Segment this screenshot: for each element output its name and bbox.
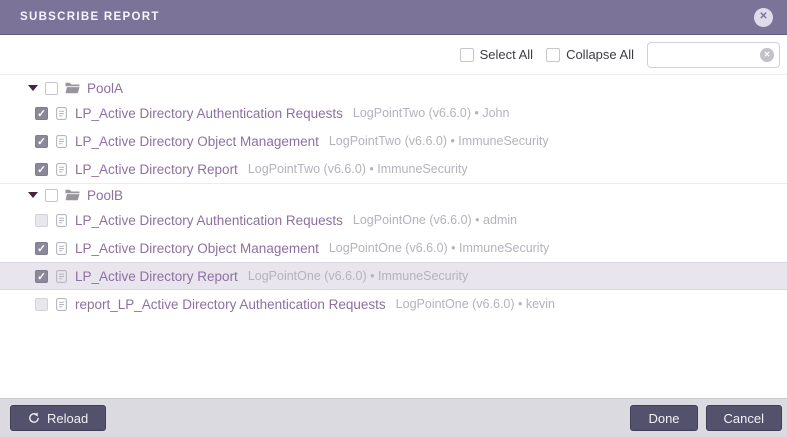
expand-caret-icon[interactable] — [28, 192, 38, 198]
report-row[interactable]: LP_Active Directory Authentication Reque… — [0, 206, 787, 234]
pool-checkbox[interactable] — [45, 188, 58, 202]
report-title: LP_Active Directory Report — [75, 161, 238, 177]
document-icon — [56, 213, 67, 227]
folder-icon — [65, 82, 80, 94]
document-icon — [56, 269, 67, 283]
report-title: LP_Active Directory Object Management — [75, 240, 319, 256]
report-meta: LogPointTwo (v6.6.0) • John — [352, 106, 510, 120]
dialog-header: SUBSCRIBE REPORT ✕ — [0, 0, 787, 35]
report-title: report_LP_Active Directory Authenticatio… — [75, 296, 386, 312]
report-title: LP_Active Directory Object Management — [75, 133, 319, 149]
collapse-all-label: Collapse All — [566, 47, 634, 62]
pool-name: PoolA — [87, 80, 124, 96]
collapse-all-checkbox[interactable] — [546, 47, 561, 62]
reload-label: Reload — [47, 410, 89, 426]
document-icon — [56, 297, 67, 311]
report-title: LP_Active Directory Authentication Reque… — [75, 105, 343, 121]
expand-caret-icon[interactable] — [28, 85, 38, 91]
document-icon — [56, 134, 67, 148]
dialog-title: SUBSCRIBE REPORT — [20, 11, 160, 23]
search-box: ✕ — [647, 41, 780, 68]
report-row[interactable]: LP_Active Directory Report LogPointOne (… — [0, 262, 787, 290]
report-meta: LogPointOne (v6.6.0) • kevin — [395, 297, 555, 311]
report-meta: LogPointOne (v6.6.0) • admin — [352, 213, 518, 227]
search-input[interactable] — [647, 41, 780, 68]
pool-row[interactable]: PoolA — [0, 77, 787, 99]
pool-checkbox[interactable] — [45, 81, 58, 95]
report-title: LP_Active Directory Authentication Reque… — [75, 212, 343, 228]
report-meta: LogPointOne (v6.6.0) • ImmuneSecurity — [247, 269, 469, 283]
report-tree: PoolA LP_Active Directory Authentication… — [0, 75, 787, 398]
select-all-checkbox[interactable] — [459, 47, 474, 62]
collapse-all-toggle[interactable]: Collapse All — [546, 47, 634, 62]
search-clear-icon[interactable]: ✕ — [760, 47, 774, 62]
pool-group: PoolB LP_Active Directory Authentication… — [0, 183, 787, 318]
report-checkbox[interactable] — [35, 134, 48, 148]
cancel-button[interactable]: Cancel — [705, 405, 782, 431]
document-icon — [56, 241, 67, 255]
report-checkbox[interactable] — [35, 241, 48, 255]
select-all-label: Select All — [479, 47, 534, 62]
select-all-toggle[interactable]: Select All — [459, 47, 534, 62]
report-row[interactable]: LP_Active Directory Object Management Lo… — [0, 234, 787, 262]
report-row[interactable]: LP_Active Directory Authentication Reque… — [0, 99, 787, 127]
report-checkbox[interactable] — [35, 213, 48, 227]
pool-name: PoolB — [87, 187, 124, 203]
folder-icon — [65, 189, 80, 201]
dialog-footer: Reload Done Cancel — [0, 398, 787, 437]
reload-button[interactable]: Reload — [10, 405, 107, 431]
close-icon: ✕ — [759, 11, 768, 22]
pool-items: LP_Active Directory Authentication Reque… — [0, 206, 787, 318]
report-meta: LogPointOne (v6.6.0) • ImmuneSecurity — [328, 241, 550, 255]
report-meta: LogPointTwo (v6.6.0) • ImmuneSecurity — [328, 134, 549, 148]
pool-group: PoolA LP_Active Directory Authentication… — [0, 77, 787, 183]
report-checkbox[interactable] — [35, 162, 48, 176]
report-checkbox[interactable] — [35, 106, 48, 120]
refresh-icon — [28, 412, 40, 424]
document-icon — [56, 106, 67, 120]
report-row[interactable]: LP_Active Directory Object Management Lo… — [0, 127, 787, 155]
report-row[interactable]: LP_Active Directory Report LogPointTwo (… — [0, 155, 787, 183]
close-button[interactable]: ✕ — [754, 7, 773, 27]
done-button[interactable]: Done — [630, 405, 698, 431]
document-icon — [56, 162, 67, 176]
report-checkbox[interactable] — [35, 297, 48, 311]
toolbar: Select All Collapse All ✕ — [0, 35, 787, 75]
report-checkbox[interactable] — [35, 269, 48, 283]
pool-row[interactable]: PoolB — [0, 184, 787, 206]
pool-items: LP_Active Directory Authentication Reque… — [0, 99, 787, 183]
report-meta: LogPointTwo (v6.6.0) • ImmuneSecurity — [247, 162, 468, 176]
report-row[interactable]: report_LP_Active Directory Authenticatio… — [0, 290, 787, 318]
report-title: LP_Active Directory Report — [75, 268, 238, 284]
